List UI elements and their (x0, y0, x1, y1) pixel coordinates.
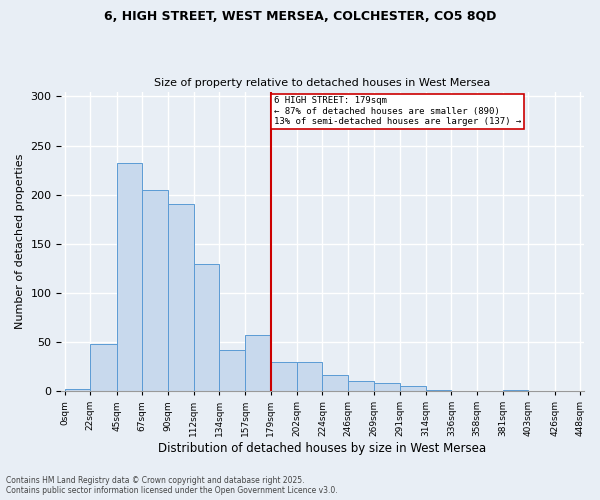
Bar (426, 390, 451, 391)
Bar (400, 386, 426, 391)
Title: Size of property relative to detached houses in West Mersea: Size of property relative to detached ho… (154, 78, 491, 88)
Bar (322, 376, 348, 391)
Bar (374, 383, 400, 391)
Bar (169, 204, 194, 391)
Bar (142, 190, 169, 391)
Bar (116, 163, 142, 391)
Bar (219, 350, 245, 391)
Bar (194, 264, 219, 391)
Bar (65, 389, 90, 391)
Text: Contains HM Land Registry data © Crown copyright and database right 2025.
Contai: Contains HM Land Registry data © Crown c… (6, 476, 338, 495)
Bar (90, 344, 116, 391)
Bar (271, 362, 297, 391)
Bar (348, 381, 374, 391)
Text: 6, HIGH STREET, WEST MERSEA, COLCHESTER, CO5 8QD: 6, HIGH STREET, WEST MERSEA, COLCHESTER,… (104, 10, 496, 23)
Bar (297, 362, 322, 391)
Bar (245, 335, 271, 391)
X-axis label: Distribution of detached houses by size in West Mersea: Distribution of detached houses by size … (158, 442, 487, 455)
Y-axis label: Number of detached properties: Number of detached properties (15, 154, 25, 329)
Bar (503, 390, 529, 391)
Text: 6 HIGH STREET: 179sqm
← 87% of detached houses are smaller (890)
13% of semi-det: 6 HIGH STREET: 179sqm ← 87% of detached … (274, 96, 521, 126)
